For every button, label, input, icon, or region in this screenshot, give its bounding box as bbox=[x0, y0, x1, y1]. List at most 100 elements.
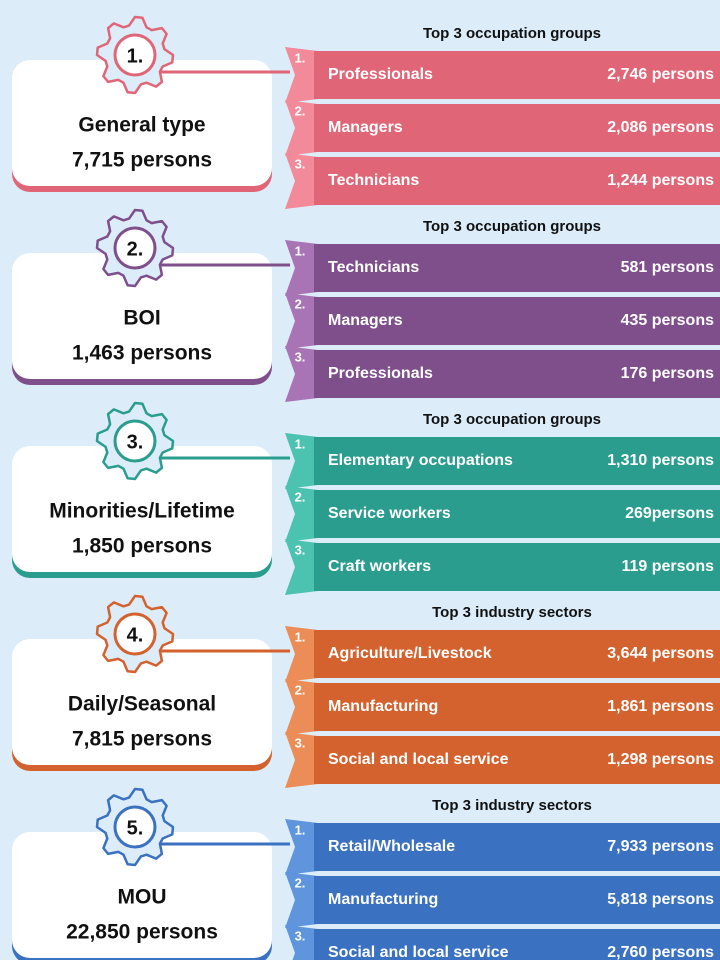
item-bar bbox=[314, 157, 720, 205]
item-value: 1,310 persons bbox=[607, 452, 714, 469]
section-total: 1,463 persons bbox=[72, 342, 212, 365]
item-rank: 1. bbox=[295, 822, 306, 837]
section-total: 7,715 persons bbox=[72, 149, 212, 172]
group-heading: Top 3 occupation groups bbox=[423, 25, 601, 42]
item-rank: 1. bbox=[295, 50, 306, 65]
item-value: 5,818 persons bbox=[607, 891, 714, 908]
item-bar bbox=[314, 823, 720, 871]
rank-tab bbox=[285, 293, 318, 349]
gear-center bbox=[113, 612, 157, 656]
rank-tab bbox=[285, 925, 318, 960]
section-title: MOU bbox=[118, 886, 167, 909]
card bbox=[12, 639, 272, 765]
item-bar bbox=[314, 630, 720, 678]
item-bar bbox=[314, 350, 720, 398]
item-rank: 2. bbox=[295, 875, 306, 890]
group-heading: Top 3 industry sectors bbox=[432, 604, 592, 621]
item-bar bbox=[314, 297, 720, 345]
item-value: 269persons bbox=[625, 505, 714, 522]
section-total: 1,850 persons bbox=[72, 535, 212, 558]
item-value: 1,298 persons bbox=[607, 751, 714, 768]
rank-tab bbox=[285, 240, 318, 296]
group-heading: Top 3 occupation groups bbox=[423, 411, 601, 428]
section-number: 4. bbox=[127, 624, 144, 646]
item-rank: 1. bbox=[295, 629, 306, 644]
item-value: 119 persons bbox=[622, 558, 715, 575]
item-name: Technicians bbox=[328, 259, 419, 276]
item-name: Agriculture/Livestock bbox=[328, 645, 492, 662]
rank-tab bbox=[285, 47, 318, 103]
item-name: Managers bbox=[328, 119, 403, 136]
item-name: Social and local service bbox=[328, 944, 509, 960]
item-rank: 3. bbox=[295, 928, 306, 943]
card bbox=[12, 446, 272, 572]
item-name: Manufacturing bbox=[328, 698, 438, 715]
item-value: 2,086 persons bbox=[607, 119, 714, 136]
section-total: 22,850 persons bbox=[66, 921, 218, 944]
item-value: 435 persons bbox=[621, 312, 714, 329]
card bbox=[12, 832, 272, 958]
item-value: 7,933 persons bbox=[607, 838, 714, 855]
rank-tab bbox=[285, 486, 318, 542]
item-name: Elementary occupations bbox=[328, 452, 513, 469]
item-rank: 2. bbox=[295, 489, 306, 504]
item-name: Craft workers bbox=[328, 558, 431, 575]
item-rank: 3. bbox=[295, 542, 306, 557]
section-number: 3. bbox=[127, 431, 144, 453]
rank-tab bbox=[285, 626, 318, 682]
section-title: Daily/Seasonal bbox=[68, 693, 216, 716]
rank-tab bbox=[285, 679, 318, 735]
item-name: Technicians bbox=[328, 172, 419, 189]
item-name: Managers bbox=[328, 312, 403, 329]
rank-tab bbox=[285, 872, 318, 928]
section-number: 1. bbox=[127, 45, 144, 67]
group-heading: Top 3 occupation groups bbox=[423, 218, 601, 235]
item-bar bbox=[314, 437, 720, 485]
rank-tab bbox=[285, 153, 318, 209]
item-bar bbox=[314, 876, 720, 924]
group-heading: Top 3 industry sectors bbox=[432, 797, 592, 814]
item-value: 2,746 persons bbox=[607, 66, 714, 83]
section-title: General type bbox=[78, 114, 205, 137]
item-name: Professionals bbox=[328, 66, 433, 83]
section-title: Minorities/Lifetime bbox=[49, 500, 235, 523]
item-rank: 3. bbox=[295, 349, 306, 364]
card bbox=[12, 60, 272, 186]
item-rank: 3. bbox=[295, 735, 306, 750]
item-bar bbox=[314, 244, 720, 292]
rank-tab bbox=[285, 539, 318, 595]
item-rank: 1. bbox=[295, 243, 306, 258]
item-name: Service workers bbox=[328, 505, 451, 522]
item-bar bbox=[314, 683, 720, 731]
item-bar bbox=[314, 543, 720, 591]
gear-center bbox=[113, 226, 157, 270]
item-bar bbox=[314, 104, 720, 152]
section-total: 7,815 persons bbox=[72, 728, 212, 751]
item-value: 2,760 persons bbox=[607, 944, 714, 960]
item-value: 176 persons bbox=[621, 365, 714, 382]
item-name: Manufacturing bbox=[328, 891, 438, 908]
rank-tab bbox=[285, 819, 318, 875]
item-rank: 2. bbox=[295, 296, 306, 311]
gear-center bbox=[113, 419, 157, 463]
item-value: 1,861 persons bbox=[607, 698, 714, 715]
rank-tab bbox=[285, 100, 318, 156]
gear-center bbox=[113, 805, 157, 849]
item-name: Professionals bbox=[328, 365, 433, 382]
item-rank: 3. bbox=[295, 156, 306, 171]
item-name: Social and local service bbox=[328, 751, 509, 768]
item-value: 581 persons bbox=[621, 259, 714, 276]
card bbox=[12, 253, 272, 379]
section-number: 5. bbox=[127, 817, 144, 839]
section-title: BOI bbox=[123, 307, 160, 330]
item-value: 3,644 persons bbox=[607, 645, 714, 662]
item-bar bbox=[314, 490, 720, 538]
item-bar bbox=[314, 736, 720, 784]
item-bar bbox=[314, 51, 720, 99]
item-name: Retail/Wholesale bbox=[328, 838, 455, 855]
item-rank: 2. bbox=[295, 103, 306, 118]
section-number: 2. bbox=[127, 238, 144, 260]
item-rank: 1. bbox=[295, 436, 306, 451]
